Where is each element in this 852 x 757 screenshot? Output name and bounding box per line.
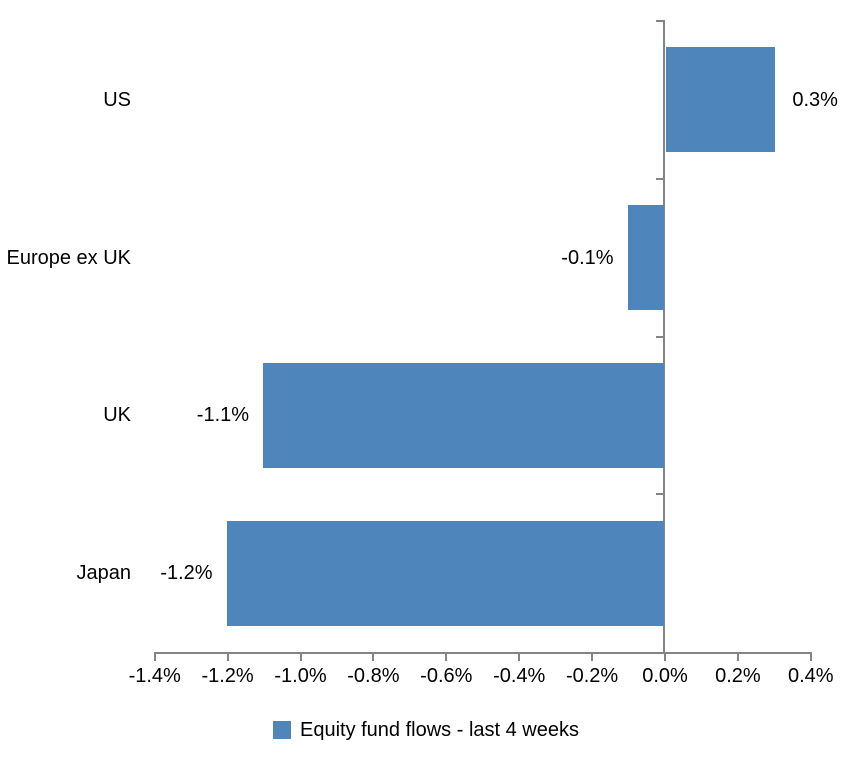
x-axis-tick-label: -1.2% xyxy=(201,665,254,687)
value-label: 0.3% xyxy=(792,88,838,111)
category-axis-tick xyxy=(656,335,665,338)
legend: Equity fund flows - last 4 weeks xyxy=(0,716,852,744)
x-axis-tick-label: -0.8% xyxy=(347,665,400,687)
x-axis-tick-label: 0.4% xyxy=(788,665,834,687)
x-axis-tick xyxy=(372,652,375,661)
category-axis-tick xyxy=(656,493,665,496)
x-axis-tick xyxy=(445,652,448,661)
x-axis-tick-label: -1.4% xyxy=(128,665,181,687)
x-axis-tick-label: -0.6% xyxy=(420,665,473,687)
value-label: -0.1% xyxy=(561,246,614,269)
x-axis-tick-label: -1.0% xyxy=(274,665,327,687)
category-label: US xyxy=(103,88,131,111)
x-axis-tick xyxy=(153,652,156,661)
x-axis-line xyxy=(153,652,812,654)
bar xyxy=(263,362,664,468)
x-axis-tick xyxy=(736,652,739,661)
x-axis-tick xyxy=(809,652,812,661)
category-axis-tick xyxy=(656,177,665,180)
x-axis-tick-label: 0.0% xyxy=(642,665,688,687)
legend-series-label: Equity fund flows - last 4 weeks xyxy=(299,719,579,741)
category-label: UK xyxy=(103,404,131,427)
value-label: -1.2% xyxy=(160,562,213,585)
category-label: Europe ex UK xyxy=(6,246,131,269)
bar xyxy=(627,205,664,311)
value-label: -1.1% xyxy=(196,404,250,427)
x-axis-tick xyxy=(299,652,302,661)
x-axis-tick-label: -0.2% xyxy=(565,665,619,687)
x-axis-tick xyxy=(226,652,229,661)
x-axis-tick xyxy=(591,652,594,661)
category-label: Japan xyxy=(76,562,132,585)
x-axis-tick-label: -0.4% xyxy=(493,665,546,687)
x-axis-tick-label: 0.2% xyxy=(715,665,761,687)
bar xyxy=(666,47,776,153)
bar xyxy=(226,520,664,626)
category-axis-tick xyxy=(656,20,665,22)
x-axis-tick xyxy=(664,652,666,661)
legend-swatch-icon xyxy=(272,721,291,739)
x-axis-tick xyxy=(518,652,521,661)
